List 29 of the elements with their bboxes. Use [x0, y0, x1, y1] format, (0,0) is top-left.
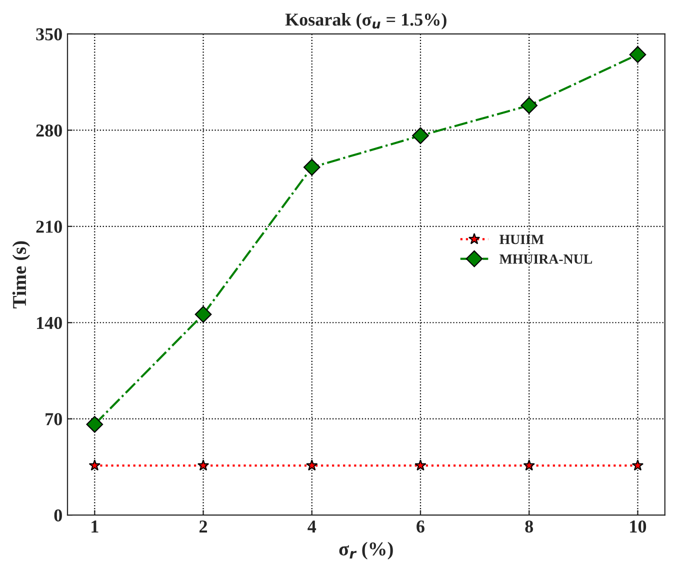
y-tick-label: 140 — [37, 316, 62, 330]
x-tick-label: 1 — [92, 520, 98, 532]
point — [197, 459, 210, 471]
point — [520, 97, 538, 114]
y-tick-label: 210 — [36, 220, 62, 233]
chart-title: Kosarak (σ$_{u}$ = 1.5%) — [285, 12, 446, 30]
y-axis-title: Time (s) — [12, 241, 30, 308]
y-tick-label: 280 — [36, 124, 62, 137]
point — [629, 46, 646, 63]
point — [88, 459, 100, 471]
x-axis-title: σ$_{r}$ (%) — [339, 542, 393, 560]
x-tick-label: 10 — [630, 520, 646, 533]
point — [632, 459, 644, 471]
point — [194, 306, 212, 323]
legend-label: HUIIM — [500, 234, 544, 244]
y-tick-label: 0 — [54, 509, 62, 522]
point — [86, 416, 104, 433]
x-tick-label: 4 — [308, 520, 316, 532]
point — [306, 459, 318, 471]
point — [412, 127, 429, 144]
legend-label: MHUIRA-NUL — [500, 254, 592, 264]
y-tick-label: 350 — [36, 28, 62, 40]
x-tick-label: 8 — [525, 520, 534, 533]
point — [303, 158, 320, 176]
x-tick-label: 2 — [200, 520, 208, 532]
x-tick-label: 6 — [416, 520, 424, 533]
point — [523, 459, 535, 471]
point — [414, 459, 426, 471]
y-tick-label: 70 — [46, 413, 62, 426]
